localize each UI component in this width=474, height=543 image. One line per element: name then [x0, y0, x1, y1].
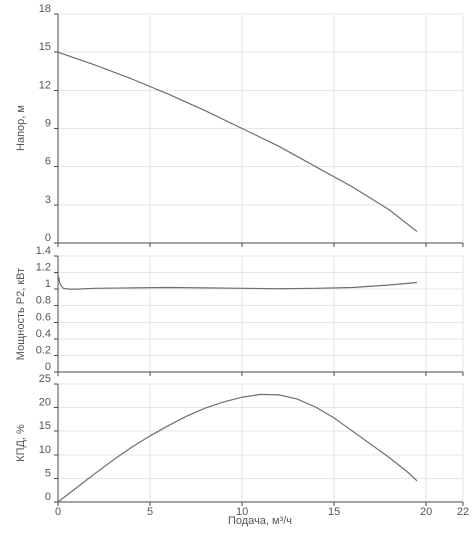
y-axis-title: Мощность P2, кВт	[15, 268, 27, 360]
x-tick-label: 22	[457, 506, 469, 518]
chart-panel-3: 0 5 10 15 20 25 0 5 10 15 20 22 КПД, % Подача, м³/ч	[15, 373, 469, 527]
x-tick-label: 20	[420, 506, 432, 518]
y-tick-label: 1.2	[36, 262, 51, 274]
x-tick-label: 15	[328, 506, 340, 518]
y-axis-title: КПД, %	[15, 424, 27, 462]
series-line-2-1	[57, 274, 418, 290]
y-tick-label: 0	[45, 232, 51, 244]
y-tick-label: 6	[45, 156, 51, 168]
y-tick-label: 5	[45, 467, 51, 479]
y-tick-label: 0.4	[36, 328, 51, 340]
series-line-1-1	[57, 51, 418, 233]
y-tick-label: 10	[39, 444, 51, 456]
y-tick-label: 0.2	[36, 344, 51, 356]
x-tick-label: 10	[236, 506, 248, 518]
y-tick-label: 1	[45, 278, 51, 290]
chart-panel-2: 0 0.2 0.4 0.6 0.8 1 1.2 1.4 Мощность P2, кВт	[15, 245, 464, 376]
y-tick-label: 1.4	[36, 245, 51, 257]
x-axis-title: Подача, м³/ч	[228, 515, 292, 527]
y-axis-title: Напор, м	[15, 105, 27, 151]
y-tick-label: 15	[39, 41, 51, 53]
x-tick-label: 0	[55, 506, 61, 518]
y-tick-label: 0.6	[36, 311, 51, 323]
x-tick-label: 5	[147, 506, 153, 518]
y-tick-label: 0	[45, 491, 51, 503]
y-tick-label: 0.8	[36, 295, 51, 307]
y-tick-label: 0	[45, 361, 51, 373]
y-tick-label: 25	[39, 373, 51, 385]
y-tick-label: 12	[39, 79, 51, 91]
y-tick-label: 9	[45, 118, 51, 130]
series-line-3-1	[57, 393, 418, 503]
y-tick-label: 3	[45, 194, 51, 206]
y-tick-label: 20	[39, 397, 51, 409]
y-tick-label: 18	[39, 3, 51, 15]
chart-panel-1: 0 3 6 9 12 15 18 Напор, м	[15, 3, 464, 247]
y-tick-label: 15	[39, 420, 51, 432]
